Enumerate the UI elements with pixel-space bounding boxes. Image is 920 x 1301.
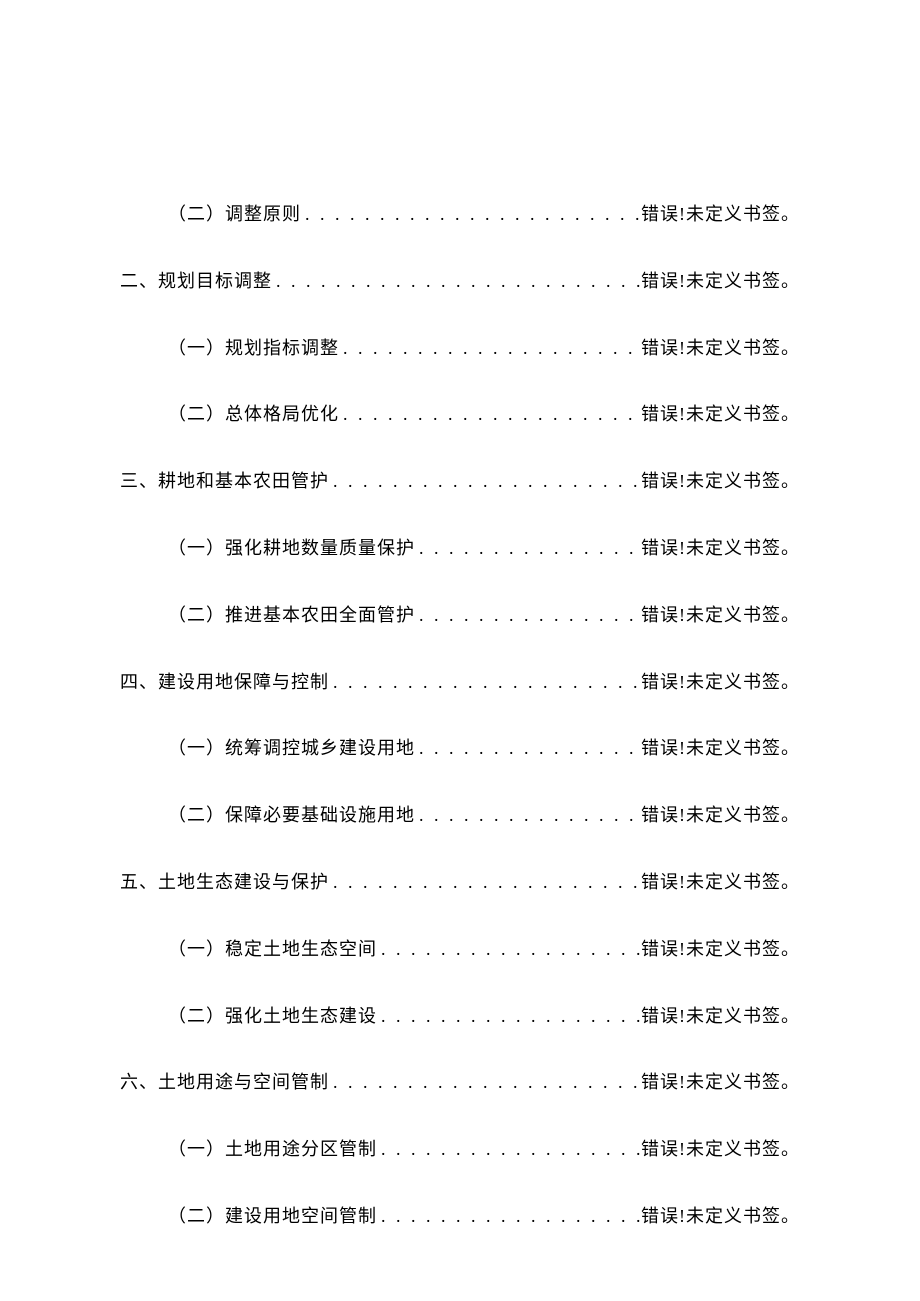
toc-entry-page: 错误!未定义书签。 — [641, 734, 800, 763]
toc-entry-page: 错误!未定义书签。 — [641, 200, 800, 229]
toc-entry-9: （二）保障必要基础设施用地. . . . . . . . . . . . . .… — [120, 801, 800, 830]
toc-entry-title: （二）推进基本农田全面管护 — [168, 601, 415, 630]
toc-entry-title: （二）调整原则 — [168, 200, 301, 229]
toc-container: （二）调整原则. . . . . . . . . . . . . . . . .… — [120, 200, 800, 1231]
toc-entry-14: （一）土地用途分区管制. . . . . . . . . . . . . . .… — [120, 1135, 800, 1164]
toc-entry-page: 错误!未定义书签。 — [641, 400, 800, 429]
toc-entry-0: （二）调整原则. . . . . . . . . . . . . . . . .… — [120, 200, 800, 229]
toc-entry-title: （一）统筹调控城乡建设用地 — [168, 734, 415, 763]
toc-leader-dots: . . . . . . . . . . . . . . . . . . . . … — [415, 601, 641, 630]
toc-entry-page: 错误!未定义书签。 — [641, 935, 800, 964]
toc-leader-dots: . . . . . . . . . . . . . . . . . . . . … — [415, 801, 641, 830]
toc-leader-dots: . . . . . . . . . . . . . . . . . . . . … — [329, 467, 641, 496]
toc-entry-1: 二、规划目标调整. . . . . . . . . . . . . . . . … — [120, 267, 800, 296]
toc-entry-15: （二）建设用地空间管制. . . . . . . . . . . . . . .… — [120, 1202, 800, 1231]
toc-entry-6: （二）推进基本农田全面管护. . . . . . . . . . . . . .… — [120, 601, 800, 630]
toc-entry-10: 五、土地生态建设与保护. . . . . . . . . . . . . . .… — [120, 868, 800, 897]
toc-leader-dots: . . . . . . . . . . . . . . . . . . . . … — [377, 1202, 641, 1231]
toc-entry-page: 错误!未定义书签。 — [641, 467, 800, 496]
toc-entry-5: （一）强化耕地数量质量保护. . . . . . . . . . . . . .… — [120, 534, 800, 563]
toc-entry-title: （二）建设用地空间管制 — [168, 1202, 377, 1231]
toc-entry-11: （一）稳定土地生态空间. . . . . . . . . . . . . . .… — [120, 935, 800, 964]
toc-entry-12: （二）强化土地生态建设. . . . . . . . . . . . . . .… — [120, 1002, 800, 1031]
toc-leader-dots: . . . . . . . . . . . . . . . . . . . . … — [377, 935, 641, 964]
toc-entry-3: （二）总体格局优化. . . . . . . . . . . . . . . .… — [120, 400, 800, 429]
toc-leader-dots: . . . . . . . . . . . . . . . . . . . . … — [329, 868, 641, 897]
toc-entry-title: 五、土地生态建设与保护 — [120, 868, 329, 897]
toc-leader-dots: . . . . . . . . . . . . . . . . . . . . … — [272, 267, 641, 296]
toc-entry-8: （一）统筹调控城乡建设用地. . . . . . . . . . . . . .… — [120, 734, 800, 763]
toc-entry-page: 错误!未定义书签。 — [641, 1068, 800, 1097]
toc-leader-dots: . . . . . . . . . . . . . . . . . . . . … — [301, 200, 641, 229]
toc-leader-dots: . . . . . . . . . . . . . . . . . . . . … — [329, 1068, 641, 1097]
toc-entry-7: 四、建设用地保障与控制. . . . . . . . . . . . . . .… — [120, 668, 800, 697]
toc-entry-2: （一）规划指标调整. . . . . . . . . . . . . . . .… — [120, 334, 800, 363]
toc-entry-page: 错误!未定义书签。 — [641, 267, 800, 296]
toc-entry-page: 错误!未定义书签。 — [641, 601, 800, 630]
toc-entry-title: （一）强化耕地数量质量保护 — [168, 534, 415, 563]
toc-entry-title: （一）规划指标调整 — [168, 334, 339, 363]
toc-entry-title: （一）稳定土地生态空间 — [168, 935, 377, 964]
toc-leader-dots: . . . . . . . . . . . . . . . . . . . . … — [377, 1135, 641, 1164]
toc-entry-page: 错误!未定义书签。 — [641, 801, 800, 830]
toc-entry-title: 四、建设用地保障与控制 — [120, 668, 329, 697]
toc-entry-page: 错误!未定义书签。 — [641, 868, 800, 897]
toc-leader-dots: . . . . . . . . . . . . . . . . . . . . … — [415, 734, 641, 763]
toc-leader-dots: . . . . . . . . . . . . . . . . . . . . … — [415, 534, 641, 563]
toc-entry-title: 二、规划目标调整 — [120, 267, 272, 296]
toc-entry-title: （二）总体格局优化 — [168, 400, 339, 429]
toc-entry-page: 错误!未定义书签。 — [641, 334, 800, 363]
toc-entry-page: 错误!未定义书签。 — [641, 1002, 800, 1031]
toc-leader-dots: . . . . . . . . . . . . . . . . . . . . … — [339, 400, 641, 429]
toc-entry-13: 六、土地用途与空间管制. . . . . . . . . . . . . . .… — [120, 1068, 800, 1097]
toc-leader-dots: . . . . . . . . . . . . . . . . . . . . … — [377, 1002, 641, 1031]
toc-entry-page: 错误!未定义书签。 — [641, 668, 800, 697]
toc-entry-title: （二）保障必要基础设施用地 — [168, 801, 415, 830]
toc-entry-page: 错误!未定义书签。 — [641, 1202, 800, 1231]
toc-entry-4: 三、耕地和基本农田管护. . . . . . . . . . . . . . .… — [120, 467, 800, 496]
toc-leader-dots: . . . . . . . . . . . . . . . . . . . . … — [339, 334, 641, 363]
toc-entry-title: 六、土地用途与空间管制 — [120, 1068, 329, 1097]
toc-entry-page: 错误!未定义书签。 — [641, 1135, 800, 1164]
toc-entry-page: 错误!未定义书签。 — [641, 534, 800, 563]
toc-leader-dots: . . . . . . . . . . . . . . . . . . . . … — [329, 668, 641, 697]
toc-entry-title: （一）土地用途分区管制 — [168, 1135, 377, 1164]
toc-entry-title: （二）强化土地生态建设 — [168, 1002, 377, 1031]
toc-entry-title: 三、耕地和基本农田管护 — [120, 467, 329, 496]
